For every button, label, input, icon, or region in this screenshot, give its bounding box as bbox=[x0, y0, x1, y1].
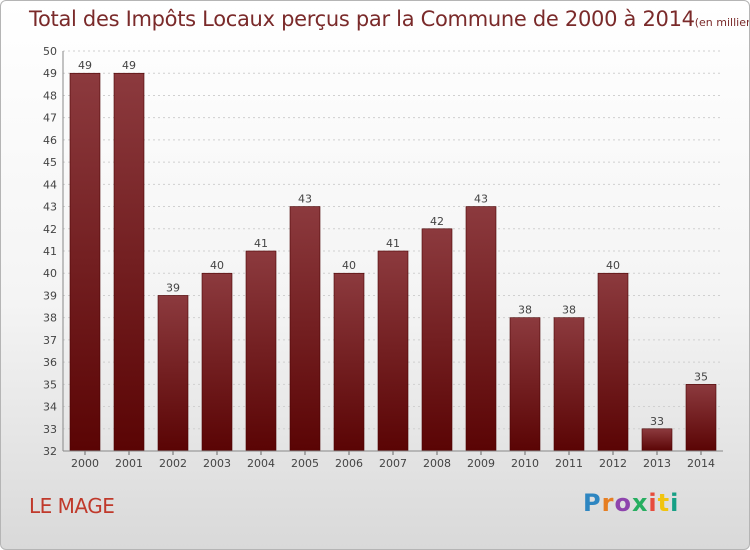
y-tick-label: 32 bbox=[43, 445, 57, 458]
data-label: 40 bbox=[606, 259, 620, 272]
bar bbox=[113, 72, 145, 452]
bar bbox=[289, 206, 321, 452]
data-label: 49 bbox=[78, 59, 92, 72]
data-label: 35 bbox=[694, 370, 708, 383]
data-label: 42 bbox=[430, 215, 444, 228]
bars bbox=[69, 72, 717, 452]
y-tick-label: 33 bbox=[43, 423, 57, 436]
proxiti-logo: Proxiti bbox=[583, 489, 679, 517]
data-label: 38 bbox=[562, 304, 576, 317]
bar bbox=[69, 72, 101, 452]
data-label: 38 bbox=[518, 304, 532, 317]
y-tick-label: 45 bbox=[43, 156, 57, 169]
y-tick-label: 34 bbox=[43, 401, 57, 414]
data-label: 43 bbox=[298, 193, 312, 206]
x-tick-label: 2011 bbox=[555, 457, 583, 470]
x-tick-label: 2010 bbox=[511, 457, 539, 470]
chart-title: Total des Impôts Locaux perçus par la Co… bbox=[29, 7, 749, 31]
logo-letter: r bbox=[601, 489, 615, 517]
bar bbox=[465, 206, 497, 452]
data-label: 41 bbox=[254, 237, 268, 250]
y-tick-label: 43 bbox=[43, 201, 57, 214]
data-label: 43 bbox=[474, 193, 488, 206]
bar bbox=[377, 250, 409, 452]
y-tick-label: 36 bbox=[43, 356, 57, 369]
y-tick-label: 42 bbox=[43, 223, 57, 236]
y-tick-label: 39 bbox=[43, 289, 57, 302]
bar bbox=[509, 317, 541, 452]
y-tick-label: 40 bbox=[43, 267, 57, 280]
y-tick-label: 41 bbox=[43, 245, 57, 258]
data-label: 39 bbox=[166, 281, 180, 294]
x-tick-label: 2014 bbox=[687, 457, 715, 470]
logo-letter: P bbox=[583, 489, 602, 517]
data-label: 41 bbox=[386, 237, 400, 250]
y-tick-label: 50 bbox=[43, 45, 57, 58]
x-tick-label: 2001 bbox=[115, 457, 143, 470]
y-tick-label: 48 bbox=[43, 89, 57, 102]
x-tick-label: 2000 bbox=[71, 457, 99, 470]
y-tick-label: 49 bbox=[43, 67, 57, 80]
y-tick-label: 44 bbox=[43, 178, 57, 191]
bar bbox=[201, 272, 233, 452]
chart-title-text: Total des Impôts Locaux perçus par la Co… bbox=[29, 7, 695, 31]
bar bbox=[245, 250, 277, 452]
data-label: 33 bbox=[650, 415, 664, 428]
data-label: 40 bbox=[342, 259, 356, 272]
bar bbox=[641, 428, 673, 452]
x-tick-label: 2009 bbox=[467, 457, 495, 470]
chart-subtitle: (en milliers d'€) bbox=[694, 16, 749, 29]
x-tick-label: 2002 bbox=[159, 457, 187, 470]
bar bbox=[597, 272, 629, 452]
axes: 32 33 34 35 36 37 38 39 40 41 42 43 44 45 46 47 48 49 50 49… bbox=[43, 45, 723, 470]
y-tick-label: 35 bbox=[43, 378, 57, 391]
logo-letter: o bbox=[614, 489, 632, 517]
bar bbox=[157, 295, 189, 452]
x-tick-label: 2004 bbox=[247, 457, 275, 470]
x-tick-label: 2013 bbox=[643, 457, 671, 470]
data-label: 40 bbox=[210, 259, 224, 272]
y-tick-label: 47 bbox=[43, 112, 57, 125]
logo-letter: t bbox=[657, 489, 671, 517]
y-tick-label: 37 bbox=[43, 334, 57, 347]
bar bbox=[421, 228, 453, 452]
x-tick-label: 2005 bbox=[291, 457, 319, 470]
x-tick-label: 2008 bbox=[423, 457, 451, 470]
commune-name: LE MAGE bbox=[29, 494, 115, 518]
logo-letter: i bbox=[670, 489, 680, 517]
bar bbox=[553, 317, 585, 452]
x-tick-label: 2007 bbox=[379, 457, 407, 470]
data-label: 49 bbox=[122, 59, 136, 72]
bar bbox=[333, 272, 365, 452]
x-tick-label: 2012 bbox=[599, 457, 627, 470]
logo-letter: x bbox=[631, 489, 649, 517]
y-tick-label: 46 bbox=[43, 134, 57, 147]
x-tick-label: 2003 bbox=[203, 457, 231, 470]
bar bbox=[685, 384, 717, 452]
y-tick-label: 38 bbox=[43, 312, 57, 325]
logo-letter: i bbox=[648, 489, 658, 517]
x-tick-label: 2006 bbox=[335, 457, 363, 470]
